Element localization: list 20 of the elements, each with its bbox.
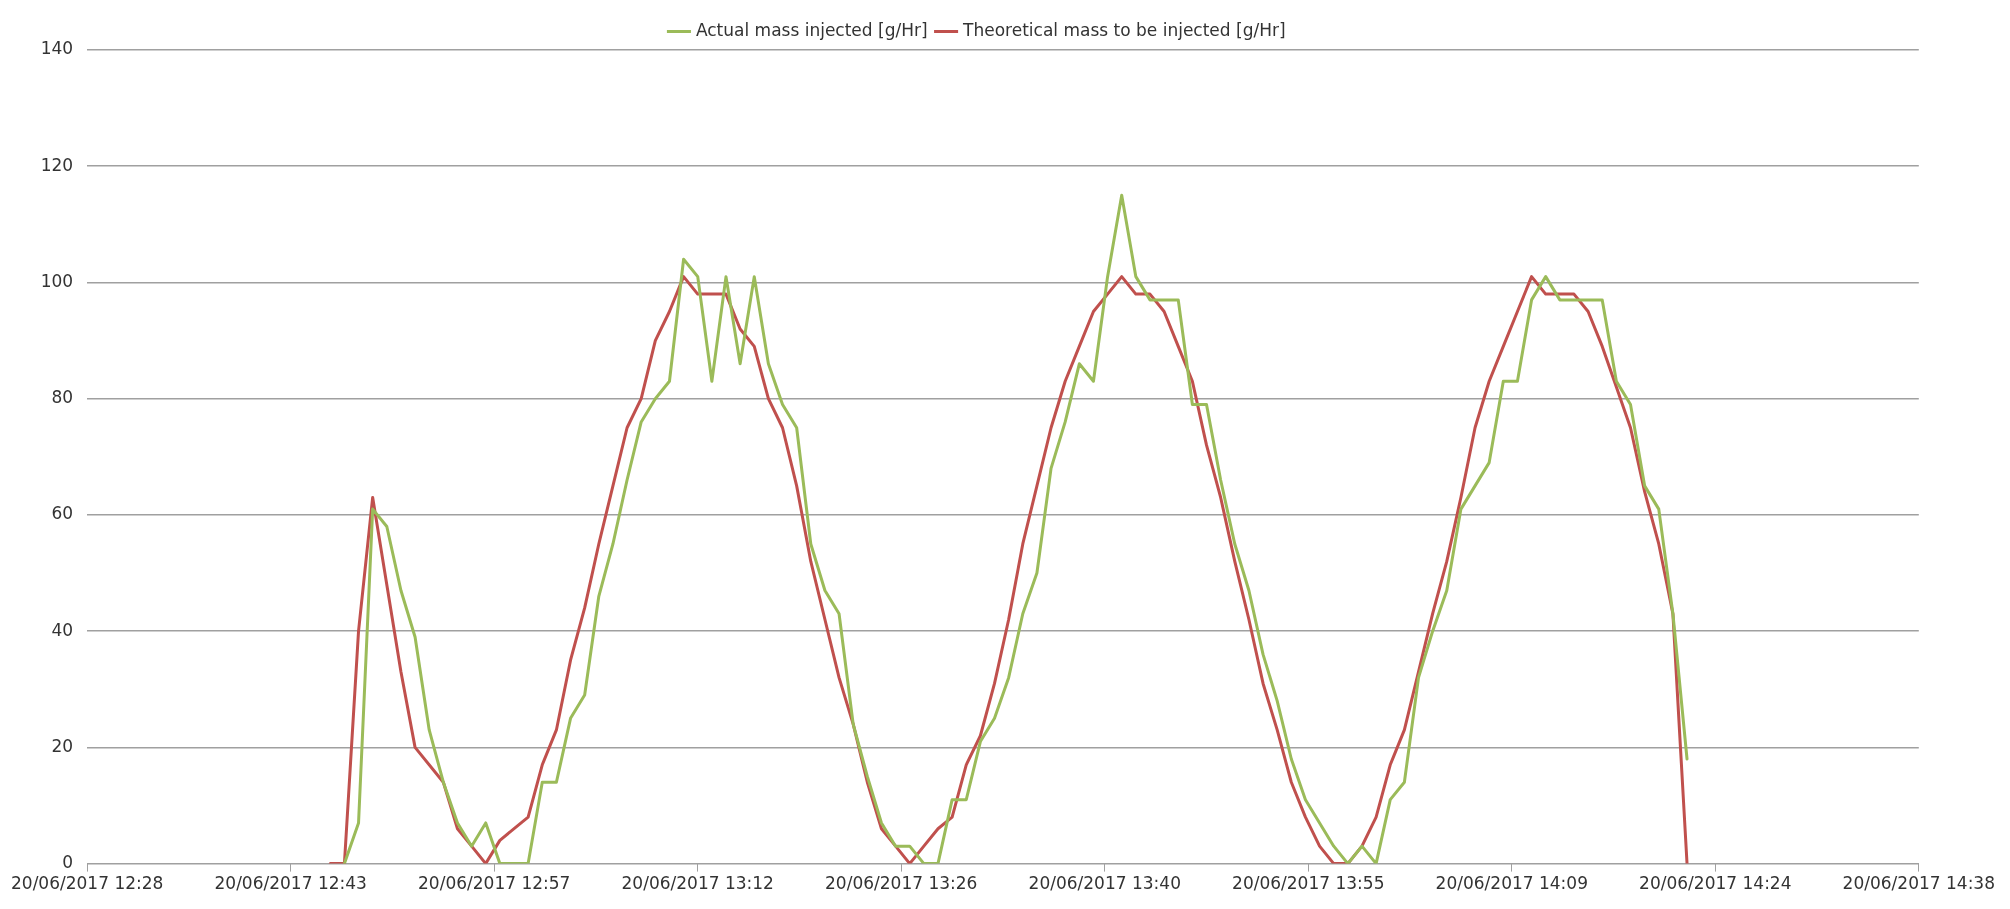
y-tick-label: 100 (40, 270, 74, 291)
x-tick-label: 20/06/2017 12:28 (10, 873, 164, 894)
x-tick-label: 20/06/2017 12:43 (214, 873, 367, 894)
y-tick-label: 80 (51, 387, 74, 408)
x-tick-label: 20/06/2017 12:57 (418, 873, 571, 894)
y-tick-label: 0 (62, 852, 74, 873)
x-tick-label: 20/06/2017 13:26 (825, 873, 978, 894)
y-tick-label: 140 (40, 38, 74, 59)
legend-label: Actual mass injected [g/Hr] (695, 19, 928, 40)
x-tick-label: 20/06/2017 13:55 (1232, 873, 1385, 894)
y-tick-label: 20 (51, 735, 74, 756)
x-tick-label: 20/06/2017 14:24 (1639, 873, 1792, 894)
legend-label: Theoretical mass to be injected [g/Hr] (962, 19, 1286, 40)
x-tick-label: 20/06/2017 13:12 (621, 873, 774, 894)
y-tick-label: 60 (51, 503, 74, 524)
x-tick-label: 20/06/2017 13:40 (1028, 873, 1181, 894)
x-tick-label: 20/06/2017 14:09 (1435, 873, 1588, 894)
y-tick-label: 120 (40, 154, 74, 175)
y-tick-label: 40 (51, 619, 74, 640)
x-tick-label: 20/06/2017 14:38 (1842, 873, 1996, 894)
